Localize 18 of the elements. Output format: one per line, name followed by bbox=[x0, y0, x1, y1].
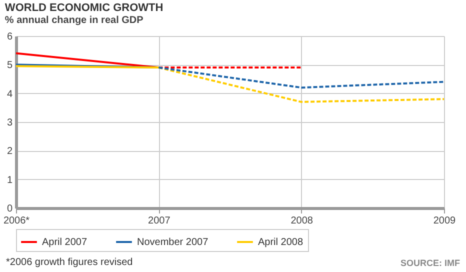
y-tick-label: 3 bbox=[6, 118, 13, 128]
chart-title: WORLD ECONOMIC GROWTH bbox=[4, 2, 164, 14]
legend-label: April 2008 bbox=[258, 237, 304, 248]
x-tick-label: 2009 bbox=[433, 216, 456, 226]
text: *2006 growth figures revised bbox=[6, 257, 133, 268]
x-tick-label: 2008 bbox=[290, 216, 314, 226]
x-tick-label: 2006* bbox=[3, 216, 30, 226]
y-tick-label: 4 bbox=[6, 88, 13, 100]
source-note: SOURCE: IMF bbox=[400, 258, 460, 268]
y-tick-label: 0 bbox=[6, 204, 13, 214]
y-tick-label: 1 bbox=[6, 174, 13, 186]
legend-label: April 2007 bbox=[42, 237, 88, 248]
legend-label: November 2007 bbox=[137, 237, 209, 248]
y-tick-label: 2 bbox=[6, 146, 13, 158]
chart-subtitle: % annual change in real GDP bbox=[4, 15, 144, 26]
x-tick-label: 2007 bbox=[148, 216, 171, 226]
y-tick-label: 5 bbox=[6, 60, 13, 72]
y-tick-label: 6 bbox=[6, 32, 13, 42]
